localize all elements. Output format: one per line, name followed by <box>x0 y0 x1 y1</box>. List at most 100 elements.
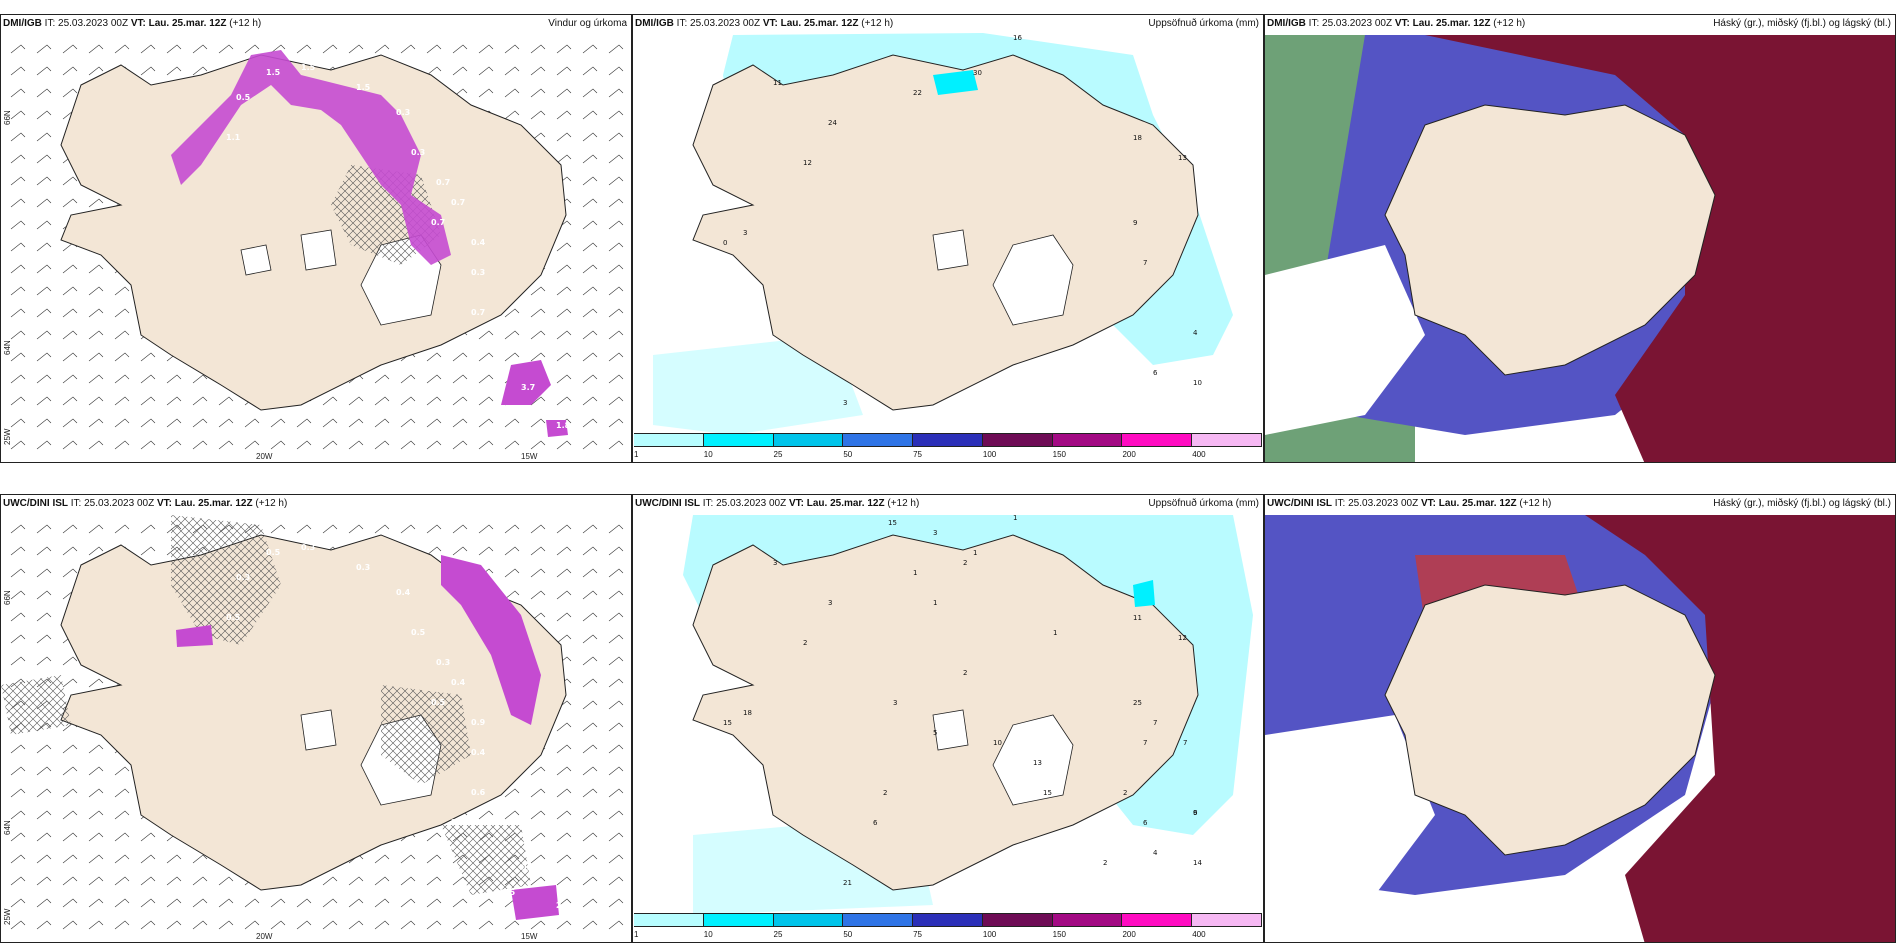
precip-amount-label: 6 <box>1193 809 1198 817</box>
wind-barb <box>608 832 624 842</box>
wind-barb <box>192 920 208 930</box>
wind-barb <box>452 396 468 406</box>
lat-label-64n: 64N <box>3 820 12 835</box>
wind-barb <box>582 920 598 930</box>
wind-barb <box>140 876 156 886</box>
wind-barb <box>530 330 546 340</box>
wind-barb <box>36 744 52 754</box>
wind-barb <box>114 374 130 384</box>
wind-precip-label: 0.5 <box>226 613 241 622</box>
wind-barb <box>114 898 130 908</box>
panel-title: Vindur og úrkoma <box>548 18 627 29</box>
wind-barb <box>556 898 572 908</box>
wind-barb <box>36 546 52 556</box>
wind-barb <box>608 524 624 534</box>
valid-time: VT: Lau. 25.mar. 12Z <box>156 498 253 509</box>
wind-barb <box>10 656 26 666</box>
wind-barb <box>556 396 572 406</box>
wind-barb <box>114 330 130 340</box>
wind-map: 0.5 0.3 0.3 0.5 0.3 0.4 0.5 0.3 0.4 0.5 0.9 0.4 0.4 2… <box>1 515 624 930</box>
wind-barb <box>36 264 52 274</box>
precip-amount-label: 2 <box>1123 789 1127 797</box>
model-name: UWC/DINI ISL <box>1267 498 1332 509</box>
panel-title: Háský (gr.), miðský (fj.bl.) og lágský (… <box>1713 18 1891 29</box>
precip-amount-label: 0 <box>723 239 727 247</box>
wind-barb <box>530 352 546 362</box>
wind-barb <box>608 374 624 384</box>
wind-barb <box>36 590 52 600</box>
wind-barb <box>582 832 598 842</box>
wind-barb <box>504 440 520 450</box>
wind-barb <box>556 524 572 534</box>
colorbar-labels: 1 10 25 50 75 100 150 200 400 <box>634 930 1262 940</box>
wind-barb <box>478 330 494 340</box>
clear-area <box>1265 715 1435 905</box>
wind-barb <box>114 286 130 296</box>
precip-amount-label: 13 <box>1033 759 1042 767</box>
wind-barb <box>426 44 442 54</box>
wind-barb <box>504 44 520 54</box>
wind-barb <box>192 44 208 54</box>
wind-barb <box>62 854 78 864</box>
wind-barb <box>504 352 520 362</box>
wind-barb <box>114 440 130 450</box>
wind-barb <box>88 788 104 798</box>
wind-barb <box>348 396 364 406</box>
colorbar-tick: 200 <box>1122 450 1136 459</box>
wind-barb <box>452 352 468 362</box>
colorbar-swatch <box>1122 434 1193 446</box>
wind-barb <box>608 264 624 274</box>
wind-barb <box>608 110 624 120</box>
model-name: UWC/DINI ISL <box>3 498 68 509</box>
wind-barb <box>582 440 598 450</box>
wind-barb <box>62 44 78 54</box>
wind-barb <box>530 810 546 820</box>
wind-barb <box>296 418 312 428</box>
wind-precip-label: 3.7 <box>521 383 535 392</box>
wind-barb <box>10 920 26 930</box>
wind-barb <box>270 898 286 908</box>
wind-barb <box>62 810 78 820</box>
wind-barb <box>582 264 598 274</box>
wind-barb <box>114 832 130 842</box>
colorbar-swatch <box>843 434 914 446</box>
wind-barb <box>218 396 234 406</box>
wind-barb <box>608 44 624 54</box>
wind-barb <box>10 374 26 384</box>
valid-time: VT: Lau. 25.mar. 12Z <box>762 18 859 29</box>
precip-amount-label: 5 <box>933 729 937 737</box>
precip-amount-label: 2 <box>883 789 887 797</box>
wind-barb <box>140 418 156 428</box>
wind-precip-label: 2.3 <box>451 818 465 827</box>
wind-barb <box>36 308 52 318</box>
wind-barb <box>556 634 572 644</box>
wind-barb <box>608 766 624 776</box>
wind-barb <box>62 656 78 666</box>
wind-barb <box>426 352 442 362</box>
wind-barb <box>10 810 26 820</box>
wind-barb <box>36 154 52 164</box>
wind-barb <box>452 524 468 534</box>
wind-barb <box>322 898 338 908</box>
glacier-langjokull <box>300 229 337 271</box>
wind-barb <box>556 88 572 98</box>
wind-barb <box>36 440 52 450</box>
hatch-area-west <box>1 675 71 735</box>
colorbar-tick: 400 <box>1192 930 1206 939</box>
precip-amount-label: 7 <box>1143 259 1147 267</box>
wind-barb <box>36 876 52 886</box>
wind-barb <box>608 546 624 556</box>
wind-barb <box>10 154 26 164</box>
wind-barb <box>582 220 598 230</box>
wind-barb <box>88 920 104 930</box>
precip-amount-label: 4 <box>1153 849 1158 857</box>
wind-barb <box>296 920 312 930</box>
lon-label-20w: 20W <box>256 452 273 461</box>
wind-barb <box>374 524 390 534</box>
wind-barb <box>608 876 624 886</box>
wind-barb <box>62 88 78 98</box>
wind-barb <box>608 286 624 296</box>
wind-barb <box>504 524 520 534</box>
wind-barb <box>10 286 26 296</box>
wind-barb <box>36 198 52 208</box>
